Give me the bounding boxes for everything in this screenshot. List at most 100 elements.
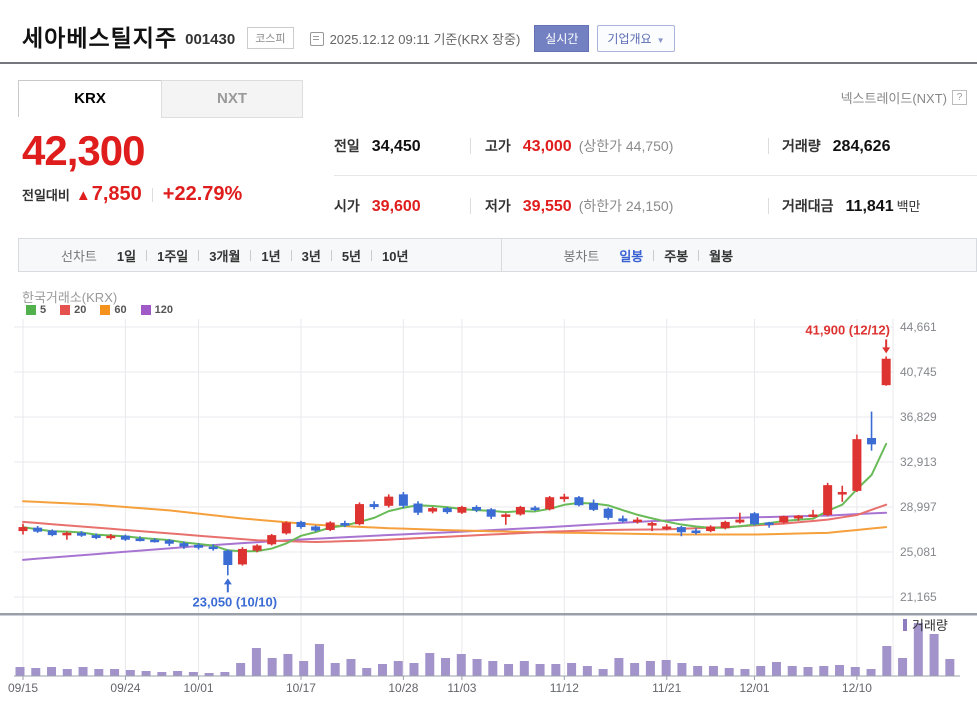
- high-annotation: 41,900 (12/12): [805, 322, 890, 337]
- volume-bar: [62, 669, 72, 676]
- stock-chart-canvas[interactable]: 44,661 40,745 36,829 32,913 28,997 25,081 21,1…: [0, 283, 977, 720]
- candle-body: [779, 516, 789, 523]
- x-axis-label: 12/01: [739, 681, 769, 695]
- toolbar-item-3개월[interactable]: 3개월: [209, 248, 241, 264]
- y-axis-label: 25,081: [900, 545, 937, 559]
- candle-mode-list: 일봉 주봉 월봉: [609, 246, 743, 265]
- market-badge: 코스피: [247, 27, 294, 49]
- legend-swatch-icon: [140, 305, 151, 315]
- divider: [653, 249, 655, 261]
- volume-bar: [866, 669, 876, 676]
- candle-body: [208, 546, 218, 550]
- y-axis-label: 32,913: [900, 455, 937, 469]
- exchange-label: 한국거래소(KRX): [22, 290, 118, 305]
- stat-open: 시가 39,600: [334, 198, 421, 215]
- header-divider: [0, 62, 977, 64]
- candle-body: [120, 535, 130, 540]
- toolbar-item-1주일[interactable]: 1주일: [157, 248, 189, 264]
- x-axis-label: 11/21: [652, 681, 681, 695]
- volume-bar: [850, 667, 860, 676]
- candle-chart-label: 봉차트: [563, 248, 600, 264]
- down-arrow-icon: [882, 347, 891, 354]
- candle-body: [91, 535, 101, 538]
- volume-bar: [661, 660, 671, 676]
- ma-line: [22, 500, 888, 536]
- candle-body: [676, 527, 686, 533]
- legend-item-ma5: 5: [26, 304, 46, 316]
- volume-bar: [299, 661, 309, 676]
- volume-bar: [78, 667, 88, 676]
- toolbar-item-5년[interactable]: 5년: [341, 248, 362, 264]
- price-change-row: 전일대비 ▲7,850 +22.79%: [22, 183, 243, 205]
- toolbar-item-일봉[interactable]: 일봉: [619, 248, 644, 264]
- candle-body: [632, 519, 642, 523]
- volume-bar: [724, 668, 734, 676]
- volume-bar: [567, 663, 577, 676]
- chevron-down-icon: ▼: [656, 35, 665, 45]
- candle-body: [750, 513, 759, 525]
- legend-item-ma20: 20: [60, 304, 86, 316]
- period-list: 1일 1주일 3개월 1년 3년 5년 10년: [107, 246, 419, 265]
- legend-item-ma60: 60: [100, 304, 127, 316]
- volume-bar: [15, 667, 25, 676]
- toolbar-item-10년[interactable]: 10년: [382, 248, 409, 264]
- quote-datetime: 2025.12.12 09:11 기준(KRX 장중): [329, 32, 521, 47]
- toolbar-item-3년[interactable]: 3년: [301, 248, 321, 264]
- tab-krx[interactable]: KRX: [18, 80, 162, 117]
- x-axis-label: 10/17: [286, 681, 316, 695]
- volume-bar: [267, 658, 277, 676]
- chart-area: 한국거래소(KRX) 5 20 60 120 44,661 40,745 36,829 32…: [0, 283, 977, 720]
- stat-volume: 거래량 284,626: [782, 138, 891, 155]
- volume-bar: [771, 662, 781, 676]
- candle-body: [194, 544, 204, 548]
- candle-body: [237, 548, 247, 565]
- toolbar-divider: [501, 239, 502, 271]
- candle-body: [106, 535, 116, 539]
- candle-body: [413, 503, 423, 513]
- volume-bar: [456, 654, 466, 676]
- stat-low: 저가 39,550 (하한가 24,150): [485, 198, 674, 215]
- volume-bar: [645, 661, 655, 676]
- x-axis-label: 11/12: [550, 681, 579, 695]
- divider: [768, 138, 769, 154]
- volume-bar: [330, 663, 340, 676]
- legend-swatch-icon: [26, 305, 36, 315]
- tab-nxt[interactable]: NXT: [161, 80, 303, 118]
- y-axis-label: 36,829: [900, 410, 937, 424]
- volume-icon: [903, 618, 907, 631]
- volume-bar: [393, 661, 403, 676]
- up-arrow-icon: [223, 578, 232, 585]
- volume-bar: [504, 664, 514, 676]
- legend-item-ma120: 120: [140, 304, 173, 316]
- candle-body: [18, 527, 28, 532]
- realtime-button[interactable]: 실시간: [534, 24, 590, 52]
- change-value: ▲7,850: [75, 183, 142, 205]
- candle-body: [179, 543, 189, 547]
- candle-body: [691, 530, 701, 534]
- low-annotation: 23,050 (10/10): [193, 594, 278, 609]
- stock-code: 001430: [185, 30, 236, 48]
- legend-swatch-icon: [60, 305, 71, 315]
- volume-bar: [441, 658, 451, 676]
- help-icon[interactable]: ?: [952, 90, 967, 105]
- candle-body: [603, 508, 613, 518]
- toolbar-item-월봉[interactable]: 월봉: [709, 248, 734, 264]
- candle-body: [720, 521, 730, 529]
- candle-body: [296, 521, 306, 528]
- volume-bar: [125, 670, 135, 676]
- candle-body: [62, 532, 72, 536]
- x-axis-label: 09/15: [8, 681, 38, 695]
- toolbar-item-1일[interactable]: 1일: [116, 248, 137, 264]
- toolbar-item-주봉[interactable]: 주봉: [664, 248, 689, 264]
- candle-body: [47, 530, 57, 536]
- volume-bar: [614, 658, 624, 676]
- stock-title: 세아베스틸지주: [22, 25, 178, 51]
- divider: [290, 249, 292, 261]
- toolbar-item-1년[interactable]: 1년: [261, 248, 281, 264]
- divider: [146, 249, 148, 261]
- change-percent: +22.79%: [162, 183, 243, 205]
- company-overview-button[interactable]: 기업개요 ▼: [597, 24, 675, 52]
- volume-bar: [173, 671, 183, 676]
- line-chart-label: 선차트: [61, 248, 97, 264]
